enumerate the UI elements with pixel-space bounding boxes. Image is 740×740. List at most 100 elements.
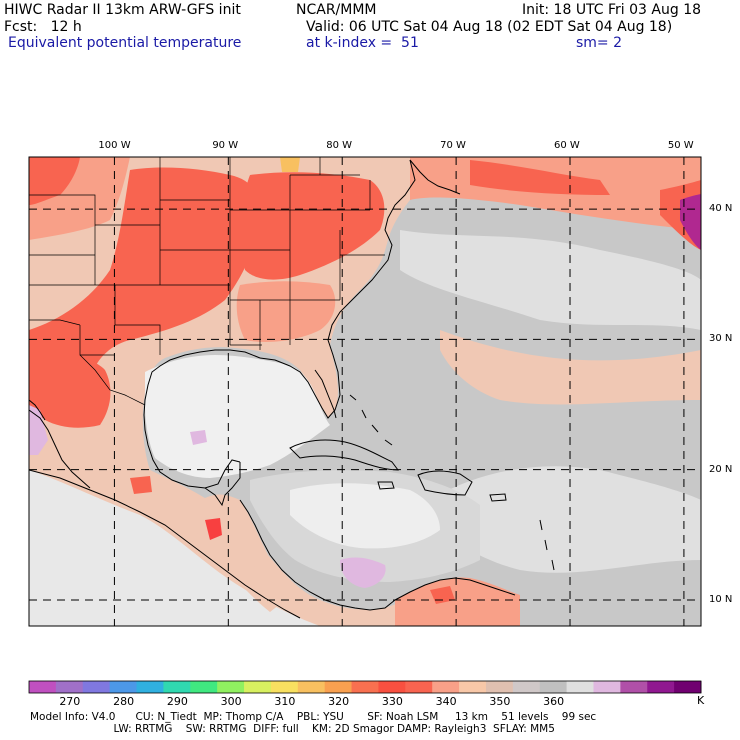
latitude-label: 10 N [709,593,733,605]
colorbar-tick-label: 330 [381,695,403,708]
colorbar-tick-label: 310 [274,695,296,708]
longitude-label: 60 W [554,140,580,151]
gulf-of-california [29,399,46,421]
colorbar-cell [55,681,84,693]
model-info-line2: LW: RRTMG SW: RRTMG DIFF: full KM: 2D Sm… [30,723,555,735]
northwest-hot [29,157,80,205]
model-info-line1: Model Info: V4.0 CU: N_Tiedt MP: Thomp C… [30,711,597,723]
plains-heat-band [29,167,262,420]
mexico-heat [36,354,111,428]
colorbar-cell [378,681,406,693]
new-england-coast [409,159,461,195]
colorbar-cell [432,681,460,693]
map-frame [28,156,702,627]
colorbar-cell [674,681,702,693]
colorbar-tick-label: 340 [435,695,457,708]
puerto-rico [489,493,507,502]
colorbar-cell [136,681,164,693]
longitude-label: 90 W [212,140,239,151]
latitude-label: 20 N [709,463,733,475]
central-america-warm [150,470,285,612]
colorbar-cell [351,681,379,693]
southeast-salmon [236,281,336,342]
us-east-coast [259,159,416,419]
caribbean-purple [340,557,386,588]
yucatan-hot [130,476,152,494]
colorbar-cell [620,681,648,693]
colorbar-cell [29,681,57,693]
coastline-layer [29,157,555,619]
colorbar-cell [539,681,568,693]
central-america-pacific [29,469,301,619]
colorbar-cell [485,681,514,693]
forecast-hour: Fcst: 12 h [4,19,82,35]
latitude-label: 30 N [709,333,733,345]
latitude-label: 40 N [709,203,733,215]
model-title: HIWC Radar II 13km ARW-GFS init [4,2,241,18]
field-name: Equivalent potential temperature [8,35,242,51]
yucatan-coast [204,462,241,507]
longitude-label: 80 W [326,140,353,151]
far-east-violet [680,194,701,250]
south-america-coast [394,577,516,601]
longitude-label: 100 W [98,140,131,151]
central-america-coast [239,499,396,611]
colorbar-tick-label: 290 [166,695,188,708]
colorbar-cell [405,681,433,693]
south-america-land [395,577,520,626]
ohio-hot-core [280,157,300,172]
mexico-border [29,319,146,406]
colorbar-cell [82,681,111,693]
valid-time: Valid: 06 UTC Sat 04 Aug 18 (02 EDT Sat … [306,19,673,35]
atlantic-light-band [400,230,701,330]
colorbar-cell [190,681,218,693]
smoothing-label: sm= 2 [576,35,623,51]
colorbar-cell [324,681,353,693]
colorbar-tick-label: 270 [59,695,81,708]
mexico-pacific [29,409,91,489]
gulf-coast [143,349,261,489]
hispaniola [417,470,473,496]
colorbar-tick-label: 300 [220,695,242,708]
guatemala-hot [205,518,222,540]
longitude-label: 50 W [667,140,694,151]
colorbar-cell [109,681,138,693]
init-time: Init: 18 UTC Fri 03 Aug 18 [522,2,702,18]
colorbar-frame [28,680,702,694]
colorbar-tick-label: 320 [328,695,350,708]
colorbar-cell [459,681,487,693]
east-pacific [29,470,320,626]
colorbar-cells [29,681,702,693]
colorbar-cell [512,681,541,693]
colorbar-cell [566,681,594,693]
colorbar-unit: K [697,694,705,707]
gulf-of-mexico [144,355,330,478]
colorbar-cell [593,681,621,693]
map-field-layer [29,157,701,626]
colorbar-cell [217,681,245,693]
caribbean-light-area [430,466,701,573]
level-label: at k-index = 51 [306,35,419,51]
longitude-label: 70 W [440,140,466,151]
lat-lon-grid [29,157,701,626]
lesser-antilles [539,519,555,571]
caribbean-white [290,483,440,549]
colorbar-tick-label: 360 [543,695,565,708]
colorbar-cell [163,681,191,693]
colorbar-cell [647,681,675,693]
north-atlantic-hot-patch [470,160,610,195]
institution-label: NCAR/MMM [296,2,377,18]
jamaica [377,481,395,490]
pacific-purple-edge [29,405,48,455]
colorbar-cell [244,681,272,693]
midatlantic-heat [241,172,385,280]
florida [314,369,337,419]
gulf-purple-spot [190,430,207,445]
bahamas [349,394,393,446]
colorbar-cell [297,681,326,693]
colorbar-tick-label: 280 [113,695,135,708]
colorbar-tick-label: 350 [489,695,511,708]
colorbar-cell [270,681,299,693]
